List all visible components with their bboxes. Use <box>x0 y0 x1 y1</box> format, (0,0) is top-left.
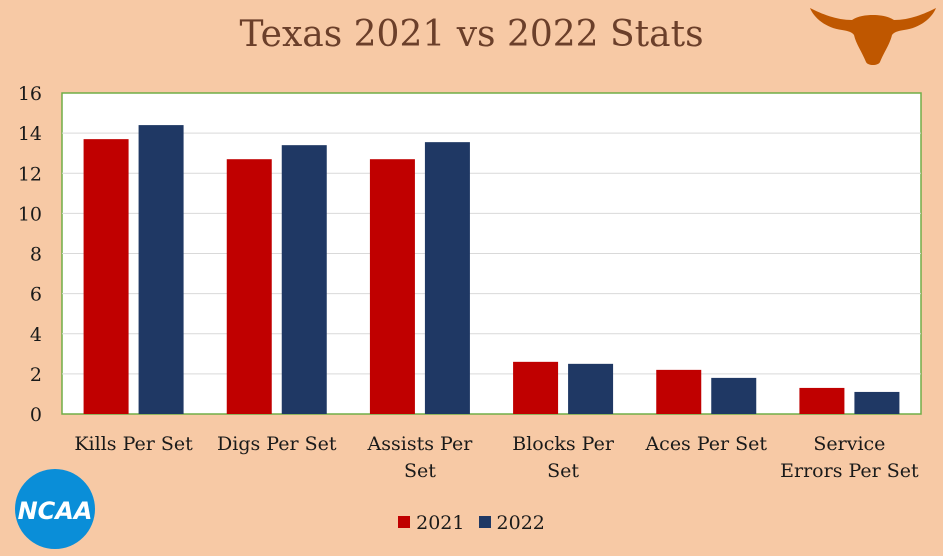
legend-label-2021: 2021 <box>416 512 465 534</box>
x-category-label: Digs Per Set <box>217 433 337 455</box>
x-category-label: Assists Per <box>367 433 474 455</box>
y-tick-label: 16 <box>18 83 42 105</box>
grid-lines <box>62 132 921 375</box>
x-category-label: Aces Per Set <box>644 433 767 455</box>
x-category-label: Set <box>547 460 579 482</box>
y-tick-label: 6 <box>30 284 42 306</box>
bar-2021-2 <box>369 159 415 414</box>
bar-2022-3 <box>568 363 614 414</box>
bar-2022-0 <box>138 125 184 414</box>
ncaa-logo-text: NCAA <box>18 497 93 525</box>
y-tick-label: 12 <box>18 163 42 185</box>
bars <box>83 125 900 415</box>
legend-swatch-2022 <box>478 516 491 528</box>
y-tick-label: 10 <box>18 203 42 225</box>
longhorn-shape <box>810 8 936 65</box>
bar-2021-5 <box>799 387 845 414</box>
y-tick-label: 14 <box>18 123 42 145</box>
bar-2021-1 <box>226 159 272 414</box>
bar-2021-0 <box>83 139 129 415</box>
y-axis-ticks: 0 2 4 6 8 10 12 14 16 <box>18 83 42 426</box>
bar-2022-1 <box>281 145 327 414</box>
bar-2022-4 <box>711 377 757 414</box>
bar-2021-3 <box>513 361 559 414</box>
ncaa-logo: NCAA <box>15 469 95 549</box>
x-category-label: Blocks Per <box>512 433 615 455</box>
y-tick-label: 8 <box>30 244 42 266</box>
y-tick-label: 2 <box>30 364 42 386</box>
legend-label-2022: 2022 <box>496 512 545 534</box>
longhorn-logo <box>810 8 936 65</box>
category-labels: Kills Per Set Digs Per Set Assists Per Set B… <box>74 433 919 482</box>
x-category-label: Set <box>404 460 436 482</box>
bar-2021-4 <box>656 369 702 414</box>
x-category-label: Kills Per Set <box>74 433 193 455</box>
y-tick-label: 4 <box>30 324 42 346</box>
bar-2022-2 <box>424 142 470 414</box>
y-tick-label: 0 <box>30 404 42 426</box>
chart-title: Texas 2021 vs 2022 Stats <box>239 14 704 55</box>
legend-item-2021: 2021 <box>398 512 464 534</box>
legend-item-2022: 2022 <box>478 512 545 534</box>
bar-2022-5 <box>854 391 900 414</box>
legend-swatch-2021 <box>398 516 411 528</box>
legend: 2021 2022 <box>0 512 943 534</box>
x-category-label: Service <box>813 433 885 455</box>
x-category-label: Errors Per Set <box>780 460 919 482</box>
